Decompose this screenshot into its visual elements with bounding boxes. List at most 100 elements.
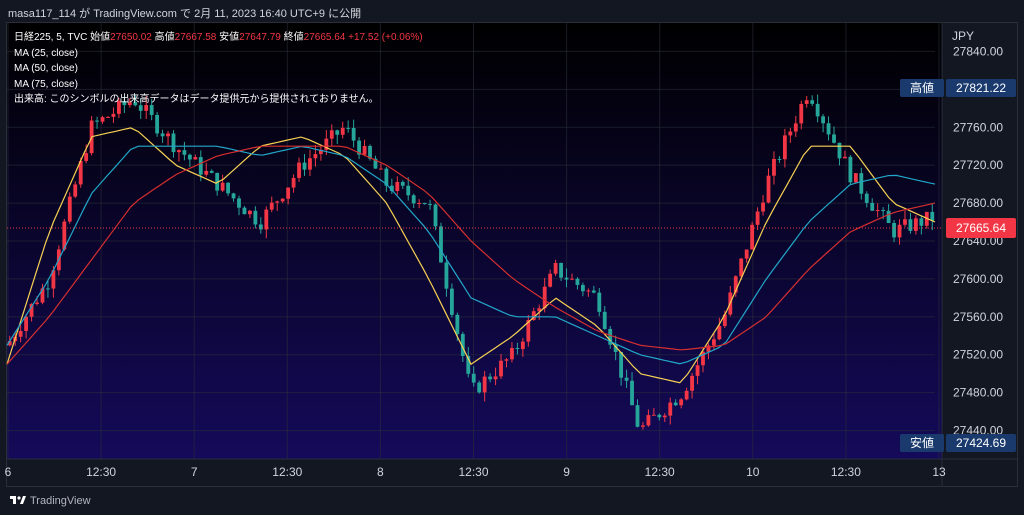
time-tick-label: 6 — [5, 465, 12, 479]
candle-body — [231, 193, 236, 199]
change-value: +17.52 (+0.06%) — [348, 32, 423, 43]
candle-body — [313, 154, 318, 159]
candle-body — [772, 158, 776, 176]
candle-body — [291, 177, 296, 188]
candle-body — [406, 185, 411, 196]
candle-body — [559, 262, 563, 278]
candle-body — [471, 373, 476, 383]
candle-body — [602, 311, 607, 329]
candle-body — [308, 158, 312, 170]
chart-legend: 日経225, 5, TVC 始値27650.02 高値27667.58 安値27… — [14, 30, 423, 108]
candle-body — [553, 262, 558, 274]
time-axis-area[interactable] — [7, 459, 942, 486]
candle-body — [679, 399, 684, 406]
time-tick-label: 12:30 — [831, 465, 861, 479]
candle-body — [346, 127, 351, 129]
candle-body — [258, 224, 263, 230]
candle-body — [127, 102, 132, 106]
candle-body — [630, 380, 634, 406]
footer: TradingView — [0, 488, 1024, 515]
candle-body — [635, 405, 640, 427]
candle-body — [788, 131, 793, 136]
ohlc-row: 日経225, 5, TVC 始値27650.02 高値27667.58 安値27… — [14, 30, 423, 46]
ma25-legend[interactable]: MA (25, close) — [14, 47, 78, 59]
candle-body — [35, 302, 39, 304]
candle-body — [832, 134, 836, 143]
ma75-legend[interactable]: MA (75, close) — [14, 78, 78, 90]
candle-body — [826, 123, 831, 135]
time-tick-label: 12:30 — [458, 465, 488, 479]
candle-body — [499, 360, 503, 377]
price-axis-area[interactable] — [942, 23, 1017, 486]
candle-body — [744, 249, 749, 259]
candle-body — [269, 202, 274, 210]
currency-label: JPY — [952, 29, 974, 43]
candle-body — [204, 170, 209, 175]
candle-body — [160, 133, 165, 137]
candle-body — [488, 376, 493, 380]
volume-notice: 出来高: このシンボルの出来高データはデータ提供元から提供されておりません。 — [14, 94, 379, 105]
symbol-label: 日経225, 5, TVC — [14, 32, 88, 43]
candle-body — [575, 278, 580, 285]
last-price-value: 27665.64 — [956, 221, 1006, 235]
candle-body — [466, 355, 471, 374]
price-chart[interactable]: 27840.0027800.0027760.0027720.0027680.00… — [0, 0, 1024, 488]
candle-body — [400, 181, 405, 186]
candle-body — [111, 113, 116, 117]
candle-body — [100, 117, 105, 122]
candle-body — [537, 308, 542, 312]
candle-body — [870, 202, 875, 211]
candle-body — [493, 376, 498, 380]
price-tick-label: 27840.00 — [953, 44, 1003, 58]
candle-body — [149, 105, 154, 115]
candle-body — [248, 210, 252, 215]
candle-body — [7, 341, 12, 346]
candle-body — [793, 123, 798, 132]
candle-body — [613, 344, 618, 352]
candle-body — [750, 224, 755, 250]
candle-body — [684, 390, 689, 400]
candle-body — [651, 414, 656, 416]
candle-body — [95, 120, 99, 122]
ma50-line — [6, 145, 936, 365]
moving-averages — [6, 127, 936, 384]
time-tick-label: 7 — [191, 465, 198, 479]
candle-body — [40, 288, 45, 303]
candle-body — [460, 333, 465, 356]
candle-body — [351, 128, 356, 141]
candle-body — [804, 100, 809, 104]
open-value: 27650.02 — [110, 32, 152, 43]
candle-body — [701, 351, 705, 366]
candle-body — [329, 130, 334, 139]
candle-body — [302, 162, 307, 170]
candle-body — [106, 116, 110, 118]
high-label: 高値 — [154, 32, 175, 43]
price-tick-label: 27600.00 — [953, 272, 1003, 286]
ma25-line — [6, 127, 936, 384]
last-price-tag: 27665.64 — [946, 218, 1016, 238]
time-tick-label: 12:30 — [645, 465, 675, 479]
candle-body — [275, 201, 280, 203]
candle-body — [930, 211, 935, 221]
publish-byline: masa117_114 が TradingView.com で 2月 11, 2… — [8, 8, 362, 20]
candle-body — [29, 303, 34, 317]
candle-body — [908, 219, 913, 231]
candle-body — [280, 198, 285, 202]
candle-body — [913, 218, 918, 231]
candle-body — [357, 140, 362, 155]
candle-body — [526, 319, 531, 342]
candle-body — [477, 382, 482, 393]
candle-body — [821, 116, 826, 124]
ma50-legend[interactable]: MA (50, close) — [14, 63, 78, 74]
candle-body — [591, 290, 596, 293]
candle-body — [695, 365, 700, 376]
candle-body — [548, 273, 553, 287]
candle-body — [892, 223, 896, 238]
candle-body — [641, 425, 645, 427]
candle-body — [318, 149, 323, 155]
candle-body — [733, 276, 738, 293]
candle-body — [324, 138, 329, 150]
candle-body — [182, 150, 187, 155]
close-value: 27665.64 — [303, 32, 346, 43]
candle-body — [810, 100, 815, 104]
